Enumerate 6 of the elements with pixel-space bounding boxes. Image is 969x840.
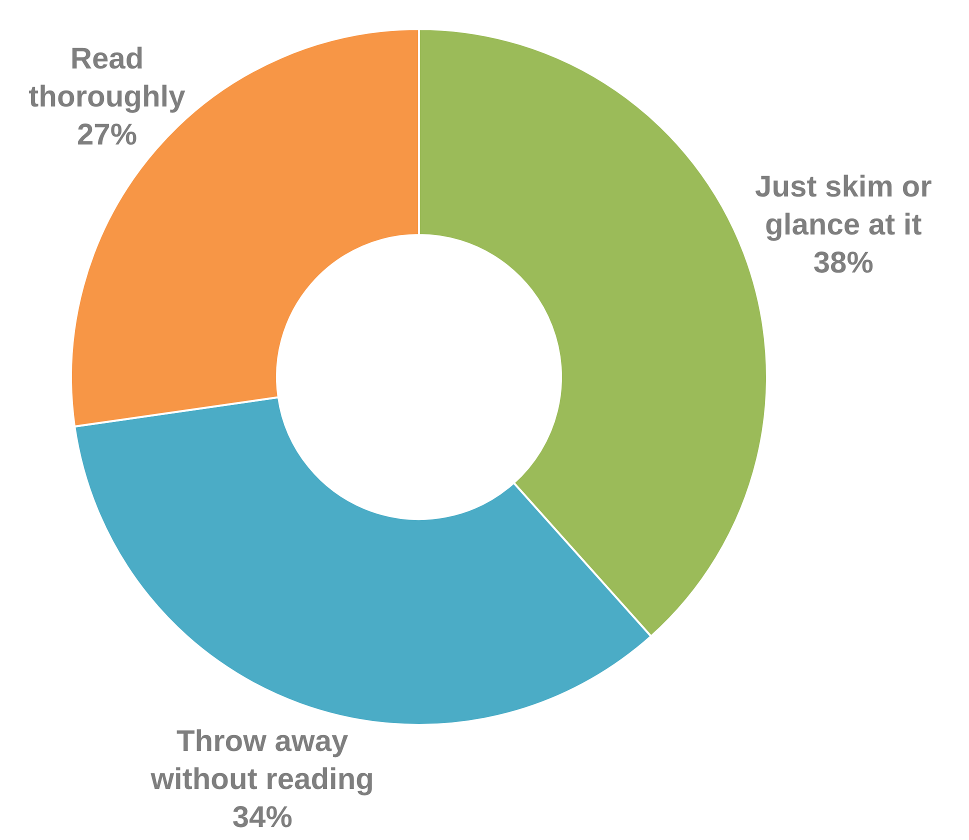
slice-label: Throw away without reading (150, 724, 374, 796)
data-label: 27% (76, 118, 138, 152)
slice-label: Just skim or glance at it (755, 170, 932, 241)
data-label: 34% (232, 800, 292, 834)
data-label: 38% (813, 246, 874, 279)
slice-label: Read thoroughly (28, 42, 186, 114)
